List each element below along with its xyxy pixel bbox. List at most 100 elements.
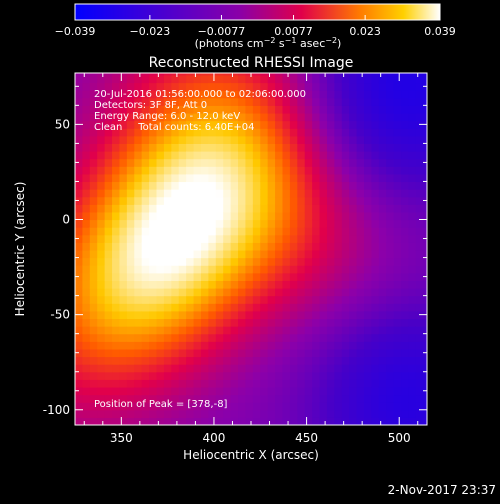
heatmap-cell bbox=[119, 417, 128, 425]
heatmap-cell bbox=[356, 417, 365, 425]
heatmap-cell bbox=[75, 348, 84, 358]
heatmap-cell bbox=[112, 371, 121, 380]
heatmap-cell bbox=[223, 280, 232, 289]
x-tick-label: 400 bbox=[202, 431, 225, 445]
heatmap-cell bbox=[289, 227, 298, 236]
heatmap-cell bbox=[208, 82, 217, 91]
heatmap-cell bbox=[82, 318, 91, 327]
heatmap-cell bbox=[238, 318, 247, 327]
heatmap-cell bbox=[289, 73, 298, 76]
heatmap-cell bbox=[252, 158, 261, 167]
heatmap-cell bbox=[401, 74, 410, 84]
heatmap-cell bbox=[408, 112, 417, 122]
heatmap-cell bbox=[186, 143, 195, 152]
heatmap-cell bbox=[349, 242, 358, 251]
heatmap-cell bbox=[89, 295, 98, 304]
heatmap-cell bbox=[289, 234, 298, 243]
heatmap-cell bbox=[282, 409, 291, 418]
heatmap-cell bbox=[341, 417, 350, 425]
heatmap-cell bbox=[371, 364, 380, 373]
heatmap-cell bbox=[282, 364, 291, 373]
heatmap-cell bbox=[75, 295, 84, 304]
heatmap-cell bbox=[89, 105, 98, 114]
heatmap-cell bbox=[408, 143, 417, 152]
heatmap-cell bbox=[104, 348, 113, 358]
heatmap-cell bbox=[215, 272, 224, 281]
heatmap-cell bbox=[349, 158, 358, 167]
heatmap-cell bbox=[401, 310, 410, 320]
y-tick-label: -100 bbox=[43, 403, 70, 417]
heatmap-cell bbox=[349, 257, 358, 266]
heatmap-cell bbox=[230, 128, 239, 137]
colorbar-tick-label: 0.0077 bbox=[274, 25, 313, 38]
heatmap-cell bbox=[415, 386, 424, 396]
heatmap-cell bbox=[200, 143, 209, 152]
heatmap-cell bbox=[104, 288, 113, 297]
heatmap-cell bbox=[349, 204, 358, 213]
heatmap-cell bbox=[245, 295, 254, 304]
heatmap-cell bbox=[75, 402, 84, 411]
heatmap-cell bbox=[326, 227, 335, 236]
heatmap-cell bbox=[289, 173, 298, 183]
heatmap-cell bbox=[282, 348, 291, 358]
heatmap-cell bbox=[393, 249, 402, 259]
heatmap-cell bbox=[252, 90, 261, 99]
heatmap-cell bbox=[393, 97, 402, 106]
heatmap-cell bbox=[134, 379, 143, 388]
heatmap-cell bbox=[171, 371, 180, 380]
heatmap-cell bbox=[163, 74, 172, 84]
heatmap-cell bbox=[393, 364, 402, 373]
heatmap-cell bbox=[275, 234, 284, 243]
heatmap-cell bbox=[119, 257, 128, 266]
heatmap-cell bbox=[312, 97, 321, 106]
heatmap-cell bbox=[104, 341, 113, 350]
heatmap-cell bbox=[415, 211, 424, 221]
heatmap-cell bbox=[230, 158, 239, 167]
heatmap-cell bbox=[223, 379, 232, 388]
heatmap-cell bbox=[334, 318, 343, 327]
heatmap-cell bbox=[304, 196, 313, 205]
heatmap-cell bbox=[193, 242, 202, 251]
heatmap-cell bbox=[304, 394, 313, 403]
heatmap-cell bbox=[75, 272, 84, 281]
heatmap-cell bbox=[275, 143, 284, 152]
heatmap-cell bbox=[312, 402, 321, 411]
heatmap-cell bbox=[297, 97, 306, 106]
heatmap-cell bbox=[386, 265, 395, 274]
heatmap-cell bbox=[423, 73, 427, 76]
heatmap-cell bbox=[408, 189, 417, 198]
heatmap-cell bbox=[97, 158, 106, 167]
heatmap-cell bbox=[245, 143, 254, 152]
heatmap-cell bbox=[275, 409, 284, 418]
heatmap-cell bbox=[275, 265, 284, 274]
heatmap-cell bbox=[393, 204, 402, 213]
heatmap-cell bbox=[163, 356, 172, 365]
heatmap-cell bbox=[312, 249, 321, 259]
heatmap-cell bbox=[401, 257, 410, 266]
heatmap-cell bbox=[208, 333, 217, 342]
heatmap-cell bbox=[171, 120, 180, 129]
heatmap-cell bbox=[156, 295, 165, 304]
heatmap-cell bbox=[364, 341, 373, 350]
heatmap-cell bbox=[304, 242, 313, 251]
heatmap-cell bbox=[156, 73, 165, 76]
heatmap-cell bbox=[238, 105, 247, 114]
heatmap-cell bbox=[326, 249, 335, 259]
heatmap-cell bbox=[208, 105, 217, 114]
heatmap-cell bbox=[356, 234, 365, 243]
heatmap-cell bbox=[341, 211, 350, 221]
heatmap-cell bbox=[141, 97, 150, 106]
heatmap-cell bbox=[371, 73, 380, 76]
heatmap-cell bbox=[275, 82, 284, 91]
heatmap-cell bbox=[230, 166, 239, 175]
heatmap-cell bbox=[82, 394, 91, 403]
heatmap-cell bbox=[423, 379, 427, 388]
heatmap-cell bbox=[186, 74, 195, 84]
chart-title: Reconstructed RHESSI Image bbox=[149, 55, 354, 71]
heatmap-cell bbox=[134, 249, 143, 259]
heatmap-cell bbox=[156, 356, 165, 365]
heatmap-cell bbox=[334, 73, 343, 76]
heatmap-cell bbox=[208, 135, 217, 144]
heatmap-cell bbox=[149, 234, 158, 243]
heatmap-cell bbox=[275, 356, 284, 365]
